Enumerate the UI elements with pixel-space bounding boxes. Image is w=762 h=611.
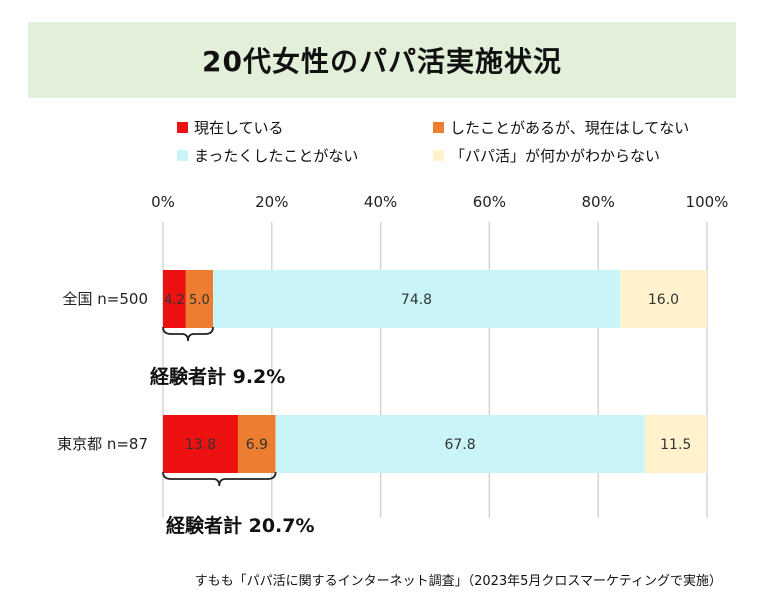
x-tick-label: 20% <box>255 193 288 211</box>
experience-brace <box>162 326 214 342</box>
data-label: 13.8 <box>185 437 216 453</box>
bar-segment <box>163 415 239 473</box>
data-label: 5.0 <box>189 293 210 308</box>
data-label: 4.2 <box>164 293 185 308</box>
x-tick-label: 80% <box>582 193 615 211</box>
experience-brace <box>162 471 277 487</box>
legend-swatch-current <box>177 122 188 133</box>
bar-segment <box>185 270 214 328</box>
bar-segment <box>275 415 645 473</box>
bar-segment <box>644 415 707 473</box>
data-label: 67.8 <box>444 437 475 453</box>
title-band: 20代女性のパパ活実施状況 <box>28 22 736 98</box>
legend-label-past: したことがあるが、現在はしてない <box>450 119 690 137</box>
legend-label-unknown: 「パパ活」が何かがわからない <box>450 147 661 165</box>
experience-total-label: 経験者計 9.2% <box>150 365 285 388</box>
data-label: 6.9 <box>246 437 268 453</box>
legend-swatch-never <box>177 150 188 161</box>
legend-label-never: まったくしたことがない <box>194 147 359 165</box>
bar-segment <box>163 270 186 328</box>
bar-segment <box>619 270 707 328</box>
data-label: 74.8 <box>401 292 432 308</box>
legend-item-unknown: 「パパ活」が何かがわからない <box>433 145 660 166</box>
bar-segment <box>238 415 276 473</box>
legend-swatch-past <box>433 122 444 133</box>
category-label: 東京都 n=87 <box>57 435 148 453</box>
legend-swatch-unknown <box>433 150 444 161</box>
x-tick-label: 0% <box>151 193 175 211</box>
chart-title: 20代女性のパパ活実施状況 <box>202 45 562 78</box>
x-tick-label: 100% <box>686 193 729 211</box>
legend-item-never: まったくしたことがない <box>177 145 358 166</box>
data-label: 16.0 <box>648 292 679 308</box>
legend-item-past: したことがあるが、現在はしてない <box>433 117 689 138</box>
data-label: 11.5 <box>660 437 691 453</box>
category-label: 全国 n=500 <box>63 290 148 308</box>
source-footnote: すもも「パパ活に関するインターネット調査」（2023年5月クロスマーケティングで… <box>194 574 722 589</box>
legend-item-current: 現在している <box>177 117 284 138</box>
x-tick-label: 40% <box>364 193 397 211</box>
legend-label-current: 現在している <box>194 119 284 137</box>
x-tick-label: 60% <box>473 193 506 211</box>
bar-segment <box>213 270 620 328</box>
experience-total-label: 経験者計 20.7% <box>166 514 315 537</box>
